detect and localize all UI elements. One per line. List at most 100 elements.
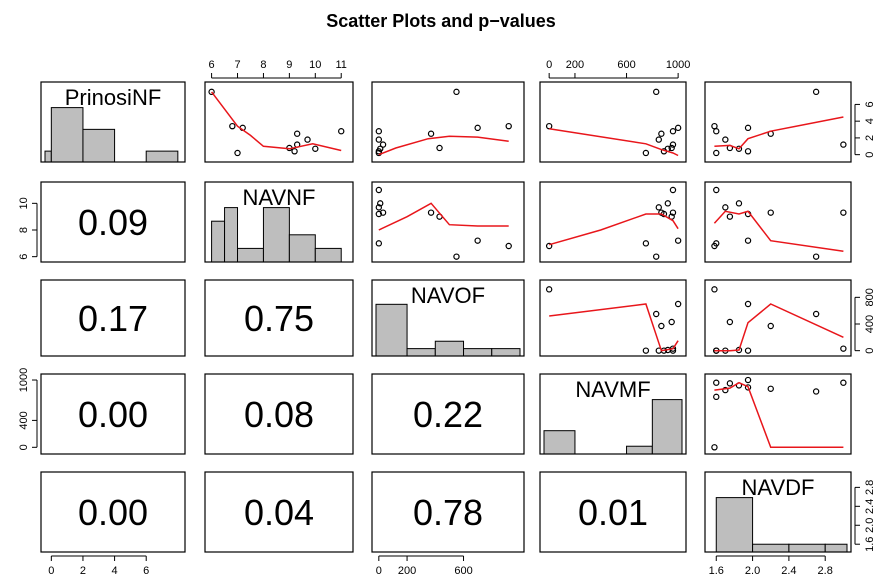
data-point	[653, 310, 660, 318]
histogram-bar-NAVOF	[406, 348, 436, 357]
data-point	[744, 124, 752, 132]
data-point	[375, 210, 383, 218]
data-point	[505, 122, 512, 130]
variable-label-NAVMF: NAVMF	[575, 377, 650, 402]
data-point	[545, 286, 553, 293]
data-point	[669, 128, 677, 135]
panel-NAVNF-NAVOF	[371, 181, 525, 263]
data-point	[722, 204, 729, 211]
tick-label: 1.6	[709, 565, 724, 577]
data-point	[377, 200, 384, 207]
data-point	[668, 144, 675, 152]
data-point	[674, 237, 682, 244]
data-point	[453, 253, 460, 260]
data-point	[713, 393, 720, 401]
data-point	[711, 242, 718, 250]
panel-frame	[40, 373, 186, 455]
histogram-bar-NAVMF	[626, 445, 653, 455]
tick-label: 400	[18, 411, 30, 429]
data-point	[436, 144, 443, 152]
histogram-bar-NAVMF	[543, 430, 576, 455]
panel-NAVMF-NAVNF: 0.08	[204, 373, 354, 455]
tick-label: 0	[546, 59, 552, 71]
histogram-bar-NAVMF	[651, 399, 683, 455]
histogram-bar-NAVDF	[752, 543, 790, 553]
data-point	[744, 237, 752, 244]
tick-label: 400	[864, 315, 876, 333]
histogram-bar-PrinosiNF	[82, 128, 116, 163]
panel-NAVMF-NAVDF	[704, 373, 852, 455]
data-point	[234, 149, 241, 157]
tick-label: 2	[80, 565, 86, 577]
tick-label: 0	[18, 444, 30, 450]
data-point	[812, 88, 820, 96]
panel-frame	[539, 471, 687, 553]
p-value-NAVMF-PrinosiNF: 0.00	[78, 394, 148, 435]
smoother-line	[714, 116, 844, 150]
tick-label: 4	[112, 565, 118, 577]
data-point	[545, 122, 553, 130]
data-point	[668, 318, 675, 326]
data-point	[744, 148, 752, 155]
panel-frame	[704, 181, 852, 263]
chart-title: Scatter Plots and p−values	[326, 11, 556, 31]
tick-label: 0	[376, 565, 382, 577]
smoother-line	[549, 303, 679, 352]
tick-label: 2.0	[864, 518, 876, 533]
tick-label: 0	[864, 152, 876, 158]
p-value-NAVDF-NAVMF: 0.01	[578, 492, 648, 533]
panel-NAVNF-PrinosiNF: 0.09	[40, 181, 186, 263]
data-point	[453, 88, 460, 96]
panel-frame	[371, 373, 525, 455]
data-point	[291, 148, 298, 155]
data-point	[375, 186, 383, 194]
smoother-line	[713, 210, 844, 253]
tick-label: 2.4	[864, 499, 876, 514]
data-point	[229, 122, 236, 130]
data-point	[767, 385, 774, 392]
panel-PrinosiNF-NAVOF	[371, 81, 525, 163]
data-point	[379, 141, 387, 148]
data-point	[375, 240, 383, 247]
panel-frame	[204, 181, 354, 263]
panel-frame	[204, 81, 354, 163]
data-point	[669, 209, 677, 216]
smoother-line	[714, 381, 844, 449]
p-value-NAVNF-PrinosiNF: 0.09	[78, 202, 148, 243]
histogram-bar-NAVOF	[375, 303, 408, 357]
tick-label: 1.6	[864, 537, 876, 552]
data-point	[655, 136, 662, 143]
histogram-bar-NAVNF	[224, 207, 239, 263]
tick-label: 1000	[666, 59, 690, 71]
data-point	[653, 88, 660, 96]
tick-label: 2	[864, 135, 876, 141]
panel-NAVMF-NAVMF: NAVMF	[539, 373, 687, 455]
data-point	[375, 204, 383, 211]
panel-NAVMF-NAVOF: 0.22	[371, 373, 525, 455]
panel-frame	[539, 181, 687, 263]
histogram-bar-NAVOF	[463, 348, 493, 357]
panel-NAVDF-NAVMF: 0.01	[539, 471, 687, 553]
data-point	[744, 376, 752, 384]
histogram-bar-NAVDF	[824, 543, 848, 553]
panel-PrinosiNF-PrinosiNF: PrinosiNF	[40, 81, 186, 163]
panel-NAVDF-PrinosiNF: 0.00	[40, 471, 186, 553]
panel-frame	[371, 81, 525, 163]
tick-label: 2.8	[818, 565, 833, 577]
panel-frame	[204, 279, 354, 357]
data-point	[674, 300, 682, 308]
panel-NAVOF-NAVNF: 0.75	[204, 279, 354, 357]
panel-frame	[40, 279, 186, 357]
data-point	[474, 237, 481, 244]
panel-NAVOF-NAVDF	[704, 279, 852, 357]
data-point	[474, 124, 481, 132]
data-point	[642, 149, 650, 157]
panel-frame	[539, 81, 687, 163]
tick-label: 0	[48, 565, 54, 577]
tick-label: 2.8	[864, 480, 876, 495]
data-point	[722, 136, 729, 143]
data-point	[664, 200, 672, 207]
tick-label: 1000	[18, 368, 30, 392]
tick-label: 8	[18, 227, 30, 233]
panel-frame	[204, 471, 354, 553]
